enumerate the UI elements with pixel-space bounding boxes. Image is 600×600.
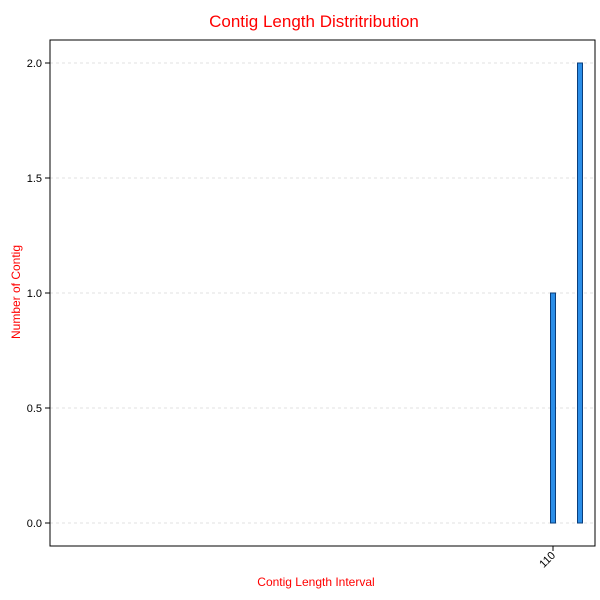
x-axis: 110: [537, 546, 558, 571]
bar: [550, 292, 556, 524]
chart-title: Contig Length Distritribution: [209, 12, 419, 31]
y-tick-label: 1.5: [27, 173, 42, 185]
bar: [577, 62, 583, 524]
y-tick-label: 2.0: [27, 58, 42, 70]
y-tick-label: 0.5: [27, 403, 42, 415]
y-tick-label: 1.0: [27, 288, 42, 300]
grid-lines: [50, 62, 595, 524]
x-axis-label: Contig Length Interval: [257, 575, 374, 589]
x-tick-label: 110: [537, 550, 558, 571]
y-axis-label: Number of Contig: [9, 245, 23, 339]
bars: [550, 62, 583, 524]
y-tick-label: 0.0: [27, 518, 42, 530]
y-axis: 0.0 0.5 1.0 1.5 2.0: [27, 58, 50, 530]
